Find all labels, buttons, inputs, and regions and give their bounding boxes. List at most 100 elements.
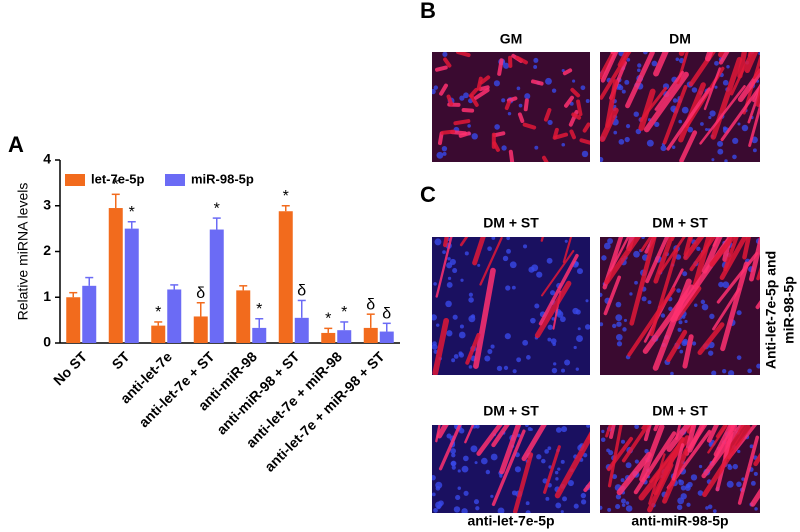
- nucleus: [717, 148, 724, 155]
- nucleus: [499, 474, 503, 478]
- bar: [278, 211, 293, 343]
- nucleus: [634, 280, 638, 285]
- nucleus: [467, 124, 471, 128]
- nucleus: [722, 369, 727, 374]
- fiber: [469, 94, 479, 107]
- bar: [236, 290, 251, 343]
- nucleus: [501, 98, 506, 103]
- fiber: [662, 84, 688, 145]
- nucleus: [561, 142, 566, 147]
- image-label: anti-let-7e-5p: [467, 513, 554, 529]
- nucleus: [433, 85, 439, 90]
- image-label: GM: [500, 31, 523, 47]
- fiber: [473, 267, 496, 369]
- fiber: [755, 84, 760, 107]
- image-label: DM: [669, 31, 691, 47]
- nucleus: [671, 145, 676, 149]
- fiber: [521, 425, 547, 462]
- fiber: [476, 76, 483, 91]
- fiber: [737, 52, 747, 79]
- nucleus: [481, 457, 488, 465]
- fiber: [720, 84, 760, 142]
- nucleus: [672, 98, 678, 103]
- fiber: [461, 108, 475, 113]
- nucleus: [446, 330, 453, 337]
- x-tick-label: No ST: [50, 348, 90, 388]
- nucleus: [511, 490, 517, 496]
- fiber: [610, 52, 614, 54]
- fiber: [748, 102, 760, 148]
- nucleus: [504, 333, 511, 340]
- nucleus: [582, 452, 588, 458]
- nucleus: [441, 145, 448, 152]
- nucleus: [586, 425, 590, 428]
- fiber: [456, 52, 471, 58]
- nucleus: [668, 306, 673, 312]
- fiber: [582, 122, 590, 133]
- nucleus: [681, 106, 689, 114]
- nucleus: [697, 490, 704, 496]
- nucleus: [633, 111, 639, 117]
- bar: [294, 317, 309, 343]
- nucleus: [679, 349, 684, 354]
- fiber: [642, 284, 695, 354]
- nucleus: [676, 504, 683, 511]
- nucleus: [580, 85, 586, 91]
- nucleus: [559, 316, 566, 323]
- fiber: [638, 88, 656, 131]
- fiber: [512, 452, 534, 513]
- nucleus: [524, 425, 529, 427]
- significance-marker: δ: [297, 283, 306, 300]
- nucleus: [526, 355, 531, 360]
- fiber: [679, 130, 698, 162]
- fiber: [626, 237, 635, 252]
- fiber: [752, 67, 760, 80]
- nucleus: [493, 80, 500, 87]
- fiber: [479, 237, 503, 286]
- fiber: [718, 52, 730, 65]
- nucleus: [463, 455, 469, 462]
- nucleus: [567, 479, 574, 487]
- significance-marker: δ: [366, 296, 375, 313]
- nucleus: [620, 498, 626, 504]
- fiber: [464, 425, 475, 444]
- nucleus: [709, 110, 716, 117]
- fiber: [716, 251, 759, 304]
- fiber: [446, 94, 454, 106]
- fiber: [666, 425, 692, 452]
- nucleus: [621, 89, 626, 94]
- nucleus: [625, 124, 631, 129]
- legend-swatch: [65, 174, 85, 186]
- nucleus: [705, 506, 709, 510]
- nucleus: [541, 458, 546, 464]
- nucleus: [690, 474, 698, 481]
- nucleus: [625, 501, 630, 505]
- bar: [124, 228, 139, 343]
- nucleus: [536, 454, 542, 460]
- nucleus: [552, 342, 556, 347]
- nucleus: [732, 463, 739, 470]
- image-label: DM + ST: [483, 403, 539, 419]
- nucleus: [522, 339, 529, 346]
- nucleus: [433, 508, 438, 513]
- micrograph: [600, 425, 760, 513]
- nucleus: [736, 481, 742, 488]
- nucleus: [722, 281, 730, 289]
- nucleus: [687, 126, 694, 133]
- fiber: [542, 155, 549, 162]
- nucleus: [516, 357, 522, 363]
- nucleus: [634, 425, 639, 430]
- nucleus: [522, 244, 528, 249]
- nucleus: [718, 281, 724, 288]
- nucleus: [641, 296, 647, 302]
- fiber: [604, 237, 642, 285]
- fiber: [686, 425, 696, 434]
- nucleus: [436, 504, 441, 510]
- significance-marker: *: [113, 177, 119, 194]
- nucleus: [551, 317, 556, 321]
- nucleus: [753, 471, 758, 476]
- fiber: [478, 85, 490, 92]
- fiber: [543, 445, 561, 494]
- y-tick-label: 4: [43, 151, 51, 167]
- nucleus: [684, 319, 688, 324]
